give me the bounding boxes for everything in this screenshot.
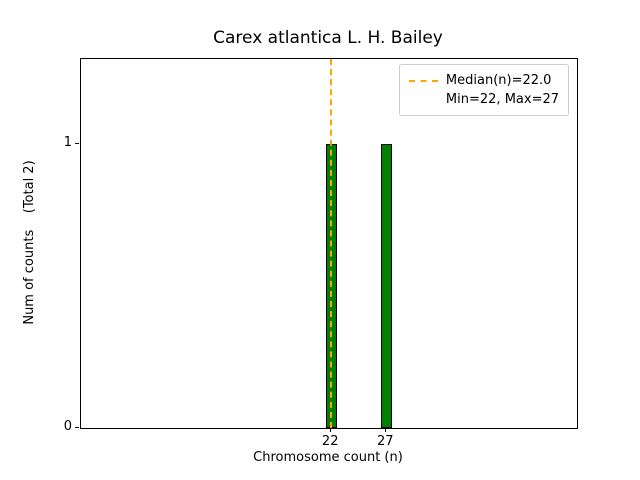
plot-area — [80, 58, 578, 429]
x-tick-mark — [385, 428, 387, 432]
y-tick-label: 1 — [63, 135, 72, 151]
chart-title: Carex atlantica L. H. Bailey — [213, 28, 443, 48]
legend-entry: Median(n)=22.0 — [408, 71, 559, 90]
legend-entry: Min=22, Max=27 — [409, 90, 559, 109]
legend-label: Min=22, Max=27 — [445, 92, 559, 107]
dashed-line-icon — [408, 79, 438, 82]
legend-box: Median(n)=22.0 Min=22, Max=27 — [398, 64, 569, 116]
x-tick-label: 22 — [321, 434, 339, 449]
median-line — [330, 59, 333, 428]
y-axis-label: Num of counts (Total 2) — [22, 160, 37, 325]
y-tick-mark — [75, 143, 79, 145]
x-tick-label: 27 — [377, 434, 394, 449]
x-axis-label: Chromosome count (n) — [253, 450, 403, 465]
y-tick-label: 0 — [63, 419, 72, 434]
x-tick-mark — [330, 428, 332, 432]
y-tick-mark — [75, 427, 79, 428]
bar — [380, 144, 392, 428]
legend-label: Median(n)=22.0 — [445, 73, 552, 88]
